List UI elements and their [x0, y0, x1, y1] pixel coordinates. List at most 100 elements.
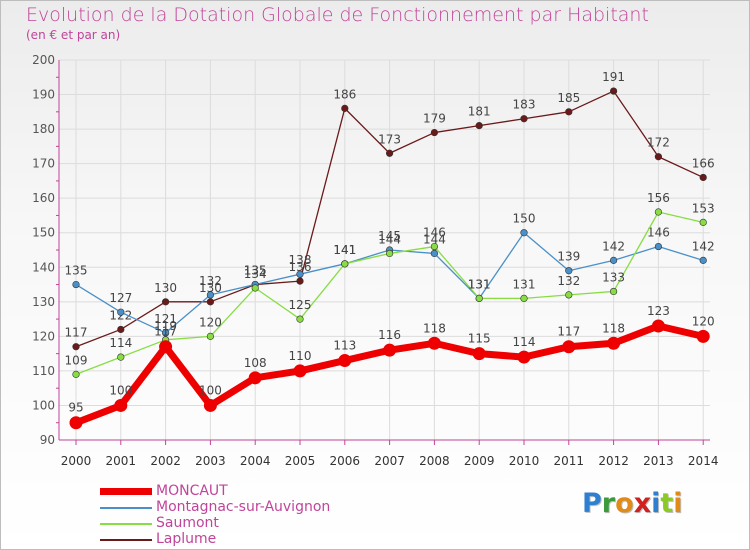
chart-subtitle: (en € et par an) — [26, 28, 121, 42]
x-tick-label: 2005 — [285, 454, 316, 468]
data-label-saumont: 144 — [378, 232, 401, 246]
data-point-saumont — [386, 249, 394, 258]
data-point-laplume — [72, 343, 80, 351]
data-label-montagnac-sur-auvignon: 150 — [513, 212, 536, 226]
data-label-saumont: 131 — [513, 277, 536, 291]
data-label-montagnac-sur-auvignon: 138 — [289, 253, 312, 267]
data-label-montagnac-sur-auvignon: 121 — [154, 312, 177, 326]
data-point-montagnac-sur-auvignon — [72, 280, 80, 289]
data-point-laplume — [296, 277, 304, 285]
data-label-montagnac-sur-auvignon: 139 — [557, 250, 580, 264]
data-point-moncaut — [383, 343, 397, 357]
data-label-montagnac-sur-auvignon: 135 — [244, 264, 267, 278]
data-point-saumont — [296, 315, 304, 323]
data-label-saumont: 125 — [289, 298, 312, 312]
data-point-laplume — [341, 104, 349, 112]
data-label-moncaut: 118 — [423, 321, 446, 335]
data-label-laplume: 181 — [468, 105, 491, 119]
data-point-saumont — [609, 287, 618, 296]
data-point-laplume — [565, 108, 573, 116]
proxiti-logo: Proxiti — [582, 488, 683, 519]
data-label-moncaut: 113 — [333, 339, 356, 353]
data-label-moncaut: 100 — [109, 383, 132, 397]
data-label-laplume: 185 — [557, 91, 580, 105]
y-tick-label: 150 — [32, 226, 55, 240]
data-label-moncaut: 100 — [199, 383, 222, 397]
data-label-saumont: 141 — [333, 243, 356, 257]
data-point-saumont — [654, 208, 663, 216]
data-label-moncaut: 117 — [557, 325, 580, 339]
data-label-montagnac-sur-auvignon: 132 — [199, 274, 222, 288]
data-label-montagnac-sur-auvignon: 142 — [602, 239, 625, 253]
x-tick-label: 2009 — [464, 454, 495, 468]
data-point-moncaut — [338, 354, 352, 368]
data-point-laplume — [206, 298, 214, 306]
data-label-montagnac-sur-auvignon: 146 — [647, 226, 670, 240]
legend-swatch-laplume — [100, 539, 152, 541]
data-point-moncaut — [651, 319, 665, 333]
data-label-saumont: 131 — [468, 277, 491, 291]
data-point-laplume — [475, 122, 483, 130]
x-tick-label: 2003 — [195, 454, 226, 468]
data-label-laplume: 135 — [244, 264, 267, 278]
data-point-saumont — [430, 242, 439, 251]
data-label-moncaut: 108 — [244, 356, 267, 370]
data-label-saumont: 132 — [557, 274, 580, 288]
data-label-saumont: 119 — [154, 319, 177, 333]
data-point-moncaut — [472, 347, 486, 361]
data-label-saumont: 114 — [109, 336, 132, 350]
y-tick-label: 180 — [32, 122, 55, 136]
data-point-moncaut — [248, 371, 262, 385]
data-point-montagnac-sur-auvignon — [162, 329, 170, 337]
data-point-moncaut — [203, 398, 217, 412]
data-label-montagnac-sur-auvignon: 142 — [692, 239, 715, 253]
data-point-moncaut — [607, 336, 621, 350]
data-label-saumont: 120 — [199, 315, 222, 329]
data-label-laplume: 130 — [199, 281, 222, 295]
data-point-laplume — [699, 173, 707, 182]
x-tick-label: 2004 — [240, 454, 271, 468]
data-point-saumont — [206, 332, 214, 340]
data-point-montagnac-sur-auvignon — [206, 291, 214, 299]
legend-label-montagnac: Montagnac-sur-Auvignon — [156, 499, 331, 515]
y-tick-label: 90 — [40, 433, 55, 447]
y-tick-label: 140 — [32, 260, 55, 274]
data-point-moncaut — [427, 336, 441, 350]
data-label-moncaut: 116 — [378, 328, 401, 342]
data-point-laplume — [117, 325, 125, 334]
data-point-laplume — [654, 153, 663, 161]
data-point-moncaut — [159, 340, 173, 354]
data-label-moncaut: 118 — [602, 321, 625, 335]
data-point-montagnac-sur-auvignon — [430, 249, 439, 258]
data-label-moncaut: 95 — [68, 401, 83, 415]
data-point-laplume — [386, 149, 394, 157]
y-tick-label: 170 — [32, 157, 55, 171]
x-tick-label: 2001 — [106, 454, 137, 468]
x-tick-label: 2002 — [150, 454, 181, 468]
x-tick-label: 2008 — [419, 454, 450, 468]
data-point-laplume — [162, 298, 170, 306]
data-point-saumont — [72, 370, 80, 378]
data-point-moncaut — [517, 350, 531, 364]
data-label-montagnac-sur-auvignon: 135 — [65, 264, 88, 278]
chart-title: Evolution de la Dotation Globale de Fonc… — [26, 4, 649, 26]
x-tick-label: 2000 — [61, 454, 92, 468]
data-point-moncaut — [562, 340, 576, 354]
legend-swatch-moncaut — [100, 488, 152, 495]
data-point-saumont — [251, 284, 259, 292]
data-label-saumont: 146 — [423, 226, 446, 240]
data-point-montagnac-sur-auvignon — [520, 229, 528, 237]
data-point-saumont — [475, 294, 483, 302]
data-label-laplume: 172 — [647, 136, 670, 150]
data-label-moncaut: 117 — [154, 325, 177, 339]
x-tick-label: 2010 — [509, 454, 540, 468]
y-tick-label: 130 — [32, 295, 55, 309]
y-tick-label: 110 — [32, 364, 55, 378]
y-tick-label: 160 — [32, 191, 55, 205]
data-point-montagnac-sur-auvignon — [654, 242, 663, 251]
data-point-laplume — [520, 115, 528, 123]
legend-label-moncaut: MONCAUT — [156, 483, 228, 499]
legend-swatch-saumont — [100, 523, 152, 525]
x-tick-label: 2006 — [330, 454, 361, 468]
data-point-moncaut — [293, 364, 307, 378]
